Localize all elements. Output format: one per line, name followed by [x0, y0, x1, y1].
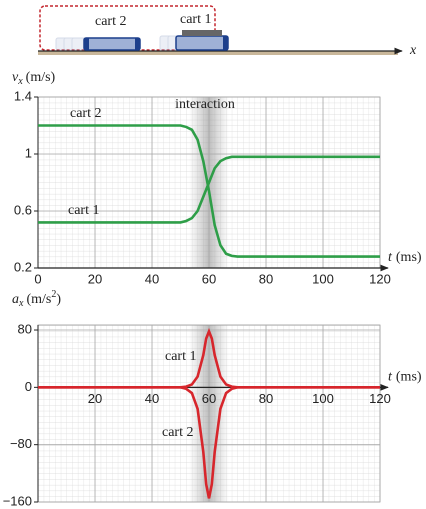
unit-end: ) — [56, 292, 61, 307]
annotation: interaction — [175, 97, 235, 112]
x-tick-label: 80 — [259, 271, 273, 286]
superscript: 2 — [51, 289, 56, 300]
unit: (m/s) — [26, 70, 56, 85]
series-label: cart 2 — [162, 425, 193, 440]
y-tick-label: 0.6 — [14, 202, 32, 217]
x-tick-label: 40 — [145, 391, 159, 406]
cart-bumper — [84, 38, 89, 50]
y-tick-label: 1.4 — [14, 88, 32, 103]
cart-1-load — [182, 30, 222, 36]
x-tick-label: 20 — [88, 391, 102, 406]
series-line — [38, 155, 380, 224]
x-tick-label: 0 — [34, 271, 41, 286]
x-tick-label: 60 — [202, 391, 216, 406]
unit: (ms) — [396, 370, 422, 385]
cart-1 — [175, 35, 229, 51]
cart-bumper — [223, 36, 228, 50]
x-tick-label: 120 — [369, 271, 391, 286]
series-label: cart 2 — [70, 106, 101, 121]
axis-label: x — [409, 43, 417, 58]
x-tick-label: 100 — [312, 271, 334, 286]
y-tick-label: −160 — [3, 493, 32, 508]
x-tick-label: 40 — [145, 271, 159, 286]
series-line — [38, 386, 380, 499]
series-line — [38, 327, 380, 389]
x-tick-label: 100 — [312, 391, 334, 406]
x-tick-label: 60 — [202, 271, 216, 286]
series-label: cart 1 — [68, 203, 99, 218]
cart-bumper — [135, 38, 140, 50]
x-tick-label: 20 — [88, 271, 102, 286]
x-axis-label: t (ms) — [388, 250, 422, 265]
unit: (m/s — [26, 292, 51, 307]
x-axis-label: t (ms) — [388, 370, 422, 385]
y-tick-label: 0.2 — [14, 259, 32, 274]
track — [38, 51, 398, 55]
series-line — [38, 124, 380, 258]
y-tick-label: −80 — [10, 436, 32, 451]
symbol: t — [388, 250, 393, 265]
y-tick-label: 0 — [25, 379, 32, 394]
y-tick-label: 1 — [25, 145, 32, 160]
cart-diagram: x cart 2 cart 1 — [38, 5, 417, 58]
symbol: t — [388, 370, 393, 385]
y-axis-label: vx (m/s) — [12, 70, 56, 87]
subscript: x — [18, 298, 24, 309]
subscript: x — [17, 76, 23, 87]
unit: (ms) — [396, 250, 422, 265]
symbol: a — [12, 292, 19, 307]
symbol: v — [12, 70, 19, 85]
series-label: cart 1 — [165, 349, 196, 364]
x-tick-label: 120 — [369, 391, 391, 406]
y-tick-label: 80 — [18, 321, 32, 336]
y-axis-label: ax (m/s2) — [12, 289, 61, 309]
cart-label: cart 2 — [95, 14, 126, 29]
cart-2 — [83, 37, 141, 51]
cart-label: cart 1 — [180, 12, 211, 27]
x-tick-label: 80 — [259, 391, 273, 406]
